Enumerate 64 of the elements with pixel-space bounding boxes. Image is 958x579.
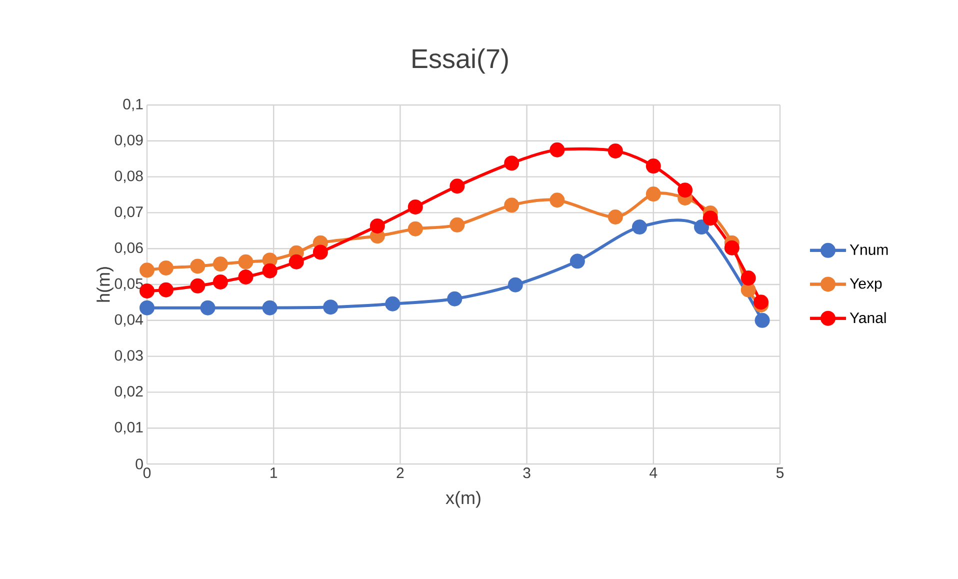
point — [724, 240, 740, 256]
y-tick-label: 0,1 — [123, 98, 143, 112]
point — [408, 221, 423, 236]
y-tick-label: 0,03 — [114, 350, 143, 362]
legend-label: Ynum — [850, 244, 888, 255]
point — [702, 210, 718, 226]
y-tick-label: 0,07 — [114, 206, 143, 219]
y-tick-label: 0,04 — [114, 314, 144, 327]
y-tick-label: 0,02 — [114, 386, 143, 398]
point — [238, 269, 254, 284]
point — [158, 260, 174, 276]
x-tick-label: 5 — [776, 468, 784, 478]
y-axis-title: h(m) — [96, 267, 114, 302]
point — [200, 300, 216, 316]
point — [408, 199, 423, 214]
point — [504, 198, 520, 213]
point — [570, 254, 585, 269]
x-tick-label: 4 — [650, 468, 658, 478]
point — [212, 274, 228, 290]
point — [740, 282, 756, 298]
y-tick-label: 0,01 — [114, 422, 143, 434]
x-tick-label: 1 — [270, 468, 278, 478]
point — [646, 186, 661, 202]
point — [288, 254, 304, 270]
point — [262, 263, 278, 278]
point — [740, 270, 756, 286]
point — [450, 178, 465, 194]
point — [212, 256, 228, 272]
point — [550, 192, 565, 208]
legend-label: Yanal — [850, 312, 886, 324]
x-tick-label: 0 — [143, 468, 151, 478]
point — [646, 158, 661, 174]
point — [608, 210, 623, 225]
point — [190, 278, 206, 294]
x-tick-label: 3 — [523, 468, 530, 478]
x-tick-label: 2 — [396, 468, 404, 478]
point — [238, 254, 254, 270]
point — [140, 300, 155, 316]
point — [140, 262, 155, 278]
y-tick-label: 0,08 — [114, 170, 143, 183]
point — [190, 258, 206, 274]
point — [158, 282, 174, 298]
point — [694, 220, 710, 235]
x-axis-title: x(m) — [446, 491, 480, 508]
y-tick-label: 0,05 — [114, 278, 143, 291]
y-tick-label: 0 — [136, 458, 143, 470]
point — [678, 182, 693, 198]
chart-title: Essai(7) — [412, 48, 508, 74]
point — [370, 218, 385, 234]
point — [312, 244, 328, 260]
point — [754, 312, 770, 328]
point — [550, 142, 565, 158]
point — [632, 220, 647, 235]
point — [508, 277, 523, 292]
point — [262, 300, 278, 316]
legend-label: Yexp — [850, 278, 882, 292]
y-tick-label: 0,06 — [114, 242, 143, 255]
point — [450, 217, 465, 232]
point — [323, 300, 338, 315]
point — [608, 143, 623, 158]
point — [447, 291, 462, 306]
point — [385, 296, 400, 312]
point — [504, 156, 520, 171]
y-tick-label: 0,09 — [114, 134, 143, 148]
